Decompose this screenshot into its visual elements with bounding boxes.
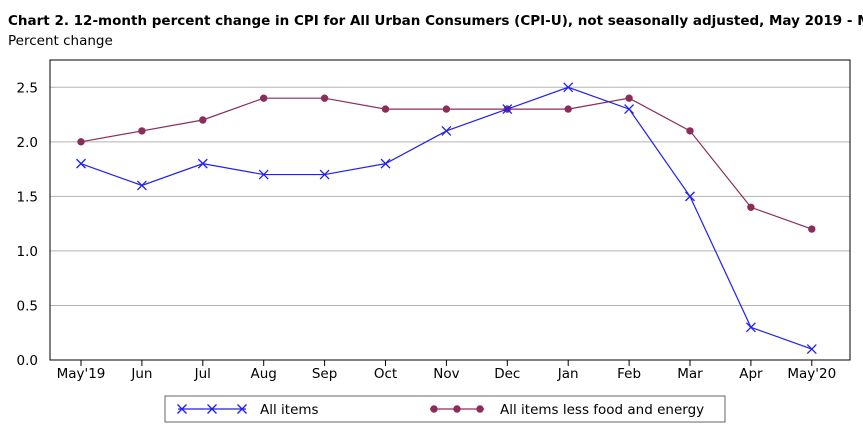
y-tick-label: 1.0 <box>17 244 38 260</box>
y-tick-label: 2.0 <box>17 135 38 151</box>
data-point-x <box>685 191 695 202</box>
x-tick-label: Mar <box>677 366 703 382</box>
x-tick-label: May'19 <box>57 366 106 382</box>
legend-label: All items less food and energy <box>500 402 704 418</box>
data-point-x <box>380 158 391 169</box>
marker-stroke <box>685 191 695 202</box>
data-point-circle <box>381 105 390 113</box>
data-point-x <box>319 169 330 180</box>
data-point-x <box>177 404 187 414</box>
data-point-circle <box>320 94 329 102</box>
x-tick-label: Sep <box>312 366 337 382</box>
x-tick-label: Nov <box>433 366 459 382</box>
marker-stroke <box>745 322 756 333</box>
x-tick-label: Jun <box>130 366 152 382</box>
data-point-circle <box>260 94 268 102</box>
data-point-circle <box>199 116 207 124</box>
series-line <box>80 97 813 230</box>
data-point-circle <box>138 127 146 135</box>
data-point-circle <box>77 138 85 146</box>
marker-stroke <box>136 180 147 191</box>
data-point-circle <box>747 203 755 211</box>
marker-stroke <box>76 158 86 169</box>
data-point-circle <box>686 127 694 135</box>
legend: All items All items less food and energy <box>164 395 726 423</box>
legend-item: All items <box>177 402 319 418</box>
y-tick-label: 1.5 <box>17 189 38 205</box>
data-point-x <box>502 104 513 115</box>
marker-stroke <box>258 169 269 180</box>
data-point-x <box>258 169 269 180</box>
marker-stroke <box>177 404 187 414</box>
marker-stroke <box>207 404 217 414</box>
data-point-circle <box>453 405 461 413</box>
x-tick-label: Jul <box>194 366 211 382</box>
plot-frame <box>49 59 851 361</box>
marker-stroke <box>441 125 452 136</box>
series-line <box>80 86 813 350</box>
data-point-x <box>624 104 635 115</box>
marker-stroke <box>624 104 635 115</box>
y-tick-label: 2.5 <box>17 80 38 96</box>
marker-stroke <box>380 158 391 169</box>
data-point-x <box>745 322 756 333</box>
y-tick-label: 0.5 <box>17 298 38 314</box>
data-point-circle <box>476 405 484 413</box>
data-point-circle <box>564 105 572 113</box>
data-point-circle <box>808 225 816 233</box>
x-tick-label: Jan <box>557 366 579 382</box>
data-point-circle <box>430 405 438 413</box>
plot-area: 0.0 0.5 1.0 1.5 2.0 2.5 May'19 Jun Jul Aug Sep Oct N… <box>17 59 851 382</box>
data-point-x <box>76 158 86 169</box>
marker-stroke <box>806 344 817 355</box>
data-point-x <box>806 344 817 355</box>
data-point-x <box>136 180 147 191</box>
x-tick-label: Apr <box>739 366 763 382</box>
data-point-circle <box>625 94 633 102</box>
data-point-x <box>207 404 217 414</box>
y-axis-label: Percent change <box>8 33 113 49</box>
x-tick-label: Aug <box>251 366 277 382</box>
data-point-x <box>563 82 574 93</box>
x-tick-label: May'20 <box>787 366 836 382</box>
data-point-x <box>237 404 247 414</box>
x-tick-label: Oct <box>374 366 397 382</box>
data-point-circle <box>442 105 451 113</box>
data-point-x <box>441 125 452 136</box>
legend-label: All items <box>260 402 319 418</box>
marker-stroke <box>237 404 247 414</box>
legend-item: All items less food and energy <box>430 402 704 418</box>
marker-stroke <box>197 158 208 169</box>
chart-title: Chart 2. 12-month percent change in CPI … <box>8 13 863 29</box>
x-tick-label: Dec <box>494 366 520 382</box>
data-point-x <box>197 158 208 169</box>
y-tick-label: 0.0 <box>17 353 38 369</box>
marker-stroke <box>319 169 330 180</box>
marker-stroke <box>502 104 513 115</box>
marker-stroke <box>563 82 574 93</box>
x-tick-label: Feb <box>617 366 641 382</box>
